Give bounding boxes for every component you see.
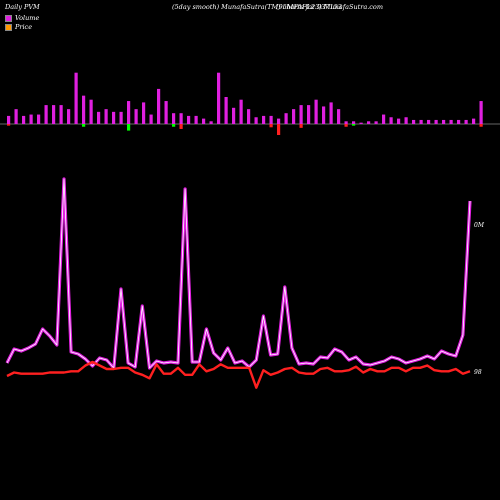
volume-bar: [254, 117, 258, 124]
price-direction-bar: [277, 124, 281, 135]
volume-bar: [367, 121, 371, 124]
volume-bar: [134, 109, 138, 124]
volume-bar: [397, 118, 401, 124]
volume-bar: [412, 119, 416, 124]
volume-bar: [269, 115, 273, 124]
volume-bar: [314, 99, 318, 124]
volume-bar: [82, 95, 86, 124]
volume-bar: [284, 113, 288, 124]
volume-bar: [322, 106, 326, 124]
price-direction-bar: [479, 124, 483, 127]
volume-bar: [337, 109, 341, 124]
volume-bar: [194, 115, 198, 124]
volume-bar: [29, 114, 33, 124]
volume-bar: [419, 119, 423, 124]
legend-volume: Volume: [5, 14, 39, 22]
volume-bar: [127, 101, 131, 124]
volume-scale-label: 0M: [474, 222, 484, 229]
volume-bar: [352, 121, 356, 124]
volume-bar: [112, 111, 116, 124]
price-direction-bar: [127, 124, 131, 131]
volume-bar: [472, 118, 476, 124]
volume-line-inner: [6, 178, 471, 369]
volume-bar: [389, 117, 393, 124]
volume-bar: [224, 97, 228, 124]
volume-bar: [52, 105, 56, 124]
legend-price: Price: [5, 23, 32, 31]
volume-bar: [457, 119, 461, 124]
price-direction-bar: [179, 124, 183, 129]
legend-volume-label: Volume: [15, 14, 40, 22]
chart-title-right: (95MFAFL23) MunafaSutra.com: [276, 3, 384, 11]
volume-bar: [247, 109, 251, 124]
volume-bar: [164, 101, 168, 124]
volume-bar: [14, 109, 18, 124]
volume-bar: [44, 105, 48, 124]
volume-bar: [442, 119, 446, 124]
price-direction-bar: [82, 124, 86, 127]
volume-bar: [434, 119, 438, 124]
price-direction-bar: [269, 124, 273, 128]
volume-bar: [59, 105, 63, 124]
volume-bar: [479, 101, 483, 124]
volume-bar: [187, 115, 191, 124]
price-scale-label: 98: [474, 369, 482, 376]
volume-bar: [239, 99, 243, 124]
volume-bar: [449, 119, 453, 124]
volume-bar: [89, 99, 93, 124]
volume-bar: [464, 119, 468, 124]
legend-price-swatch: [5, 23, 12, 31]
price-direction-bar: [344, 124, 348, 127]
legend-volume-swatch: [5, 14, 12, 22]
legend-price-label: Price: [15, 23, 33, 31]
volume-bar: [299, 105, 303, 124]
chart-title-left: Daily PVM: [5, 3, 40, 11]
volume-bar: [119, 111, 123, 124]
price-direction-bar: [299, 124, 303, 128]
price-direction-bar: [7, 124, 11, 126]
price-line: [6, 360, 471, 389]
volume-bar: [382, 114, 386, 124]
volume-bar: [97, 111, 101, 124]
volume-bar: [277, 118, 281, 124]
volume-bar: [404, 117, 408, 124]
volume-bar: [359, 122, 363, 124]
volume-bar: [7, 115, 11, 124]
chart-title-middle: (5day smooth) MunafaSutra(TM) charts for…: [172, 3, 342, 11]
volume-bar: [232, 107, 236, 124]
volume-bar: [307, 105, 311, 124]
volume-bar: [329, 102, 333, 124]
volume-bar: [374, 121, 378, 124]
volume-bar: [67, 109, 71, 124]
volume-bar: [344, 121, 348, 124]
price-direction-bar: [352, 124, 356, 126]
volume-line-outer: [5, 177, 472, 370]
volume-bar: [22, 115, 26, 124]
volume-bar: [217, 72, 221, 124]
volume-bar: [142, 102, 146, 124]
volume-bar: [262, 115, 266, 124]
volume-bar: [209, 121, 213, 124]
volume-bar: [37, 114, 41, 124]
volume-bar: [427, 119, 431, 124]
volume-bar: [74, 72, 78, 124]
volume-bar: [292, 109, 296, 124]
volume-bar: [157, 88, 161, 124]
volume-bar: [179, 113, 183, 124]
volume-bar: [172, 113, 176, 124]
volume-bar: [104, 109, 108, 124]
price-direction-bar: [172, 124, 176, 127]
volume-bar: [149, 114, 153, 124]
volume-bar: [202, 118, 206, 124]
